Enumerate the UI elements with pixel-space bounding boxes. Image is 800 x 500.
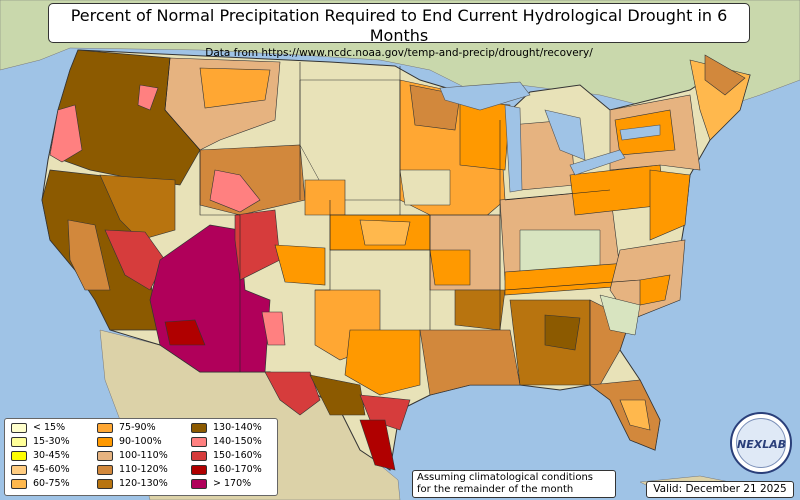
- region-tx-hill: [309, 374, 366, 416]
- legend-swatch: [97, 478, 113, 489]
- valid-date: Valid: December 21 2025: [646, 481, 794, 498]
- legend-item: 45-60%: [11, 464, 70, 476]
- legend-swatch: [191, 478, 207, 489]
- legend-item: 130-140%: [191, 422, 262, 434]
- region-fl-light: [619, 399, 651, 431]
- map-subtitle: Data from https://www.ncdc.noaa.gov/temp…: [205, 47, 593, 59]
- title-box: Percent of Normal Precipitation Required…: [48, 3, 750, 59]
- legend-label: 30-45%: [33, 450, 70, 461]
- legend-label: 150-160%: [213, 450, 262, 461]
- region-ozarks: [454, 289, 506, 331]
- map-title: Percent of Normal Precipitation Required…: [70, 6, 728, 45]
- region-nevada: [99, 174, 176, 241]
- region-nm-pink: [261, 311, 286, 346]
- lake-ontario: [619, 124, 661, 141]
- region-colorado-red: [234, 209, 281, 281]
- nexlab-logo: NEXLAB: [730, 412, 792, 474]
- legend-swatch: [11, 450, 27, 461]
- region-mid-atlantic: [649, 169, 691, 241]
- region-or-coast: [49, 104, 83, 163]
- region-ca-central: [67, 219, 111, 291]
- lake-michigan: [504, 104, 523, 193]
- region-texas-central: [344, 329, 421, 396]
- logo-globe: NEXLAB: [736, 418, 786, 468]
- legend-item: 160-170%: [191, 464, 262, 476]
- region-montana-orange: [199, 67, 271, 109]
- legend-item: 140-150%: [191, 436, 262, 448]
- legend-swatch: [11, 422, 27, 433]
- legend-swatch: [11, 464, 27, 475]
- legend: < 15% 15-30% 30-45% 45-60% 60-75% 75-90%…: [4, 418, 278, 496]
- legend-swatch: [97, 464, 113, 475]
- legend-swatch: [97, 436, 113, 447]
- legend-label: 110-120%: [119, 464, 168, 475]
- legend-swatch: [191, 464, 207, 475]
- legend-item: 120-130%: [97, 478, 168, 490]
- legend-label: 130-140%: [213, 422, 262, 433]
- region-wisconsin: [459, 99, 511, 171]
- legend-item: 15-30%: [11, 436, 70, 448]
- legend-label: 120-130%: [119, 478, 168, 489]
- legend-label: 160-170%: [213, 464, 262, 475]
- legend-label: 100-110%: [119, 450, 168, 461]
- region-nc-orange: [639, 274, 671, 306]
- region-florida: [589, 379, 661, 451]
- region-louisiana: [419, 329, 521, 396]
- note-line-2: for the remainder of the month: [417, 484, 574, 495]
- legend-swatch: [191, 450, 207, 461]
- region-iowa-beige: [399, 169, 451, 206]
- logo-text: NEXLAB: [737, 438, 787, 451]
- legend-item: > 170%: [191, 478, 251, 490]
- lake-superior: [439, 81, 531, 111]
- legend-label: 60-75%: [33, 478, 70, 489]
- region-ks-light: [359, 219, 411, 246]
- legend-swatch: [191, 422, 207, 433]
- legend-label: > 170%: [213, 478, 252, 489]
- legend-label: 90-100%: [119, 436, 162, 447]
- lake-erie: [569, 149, 626, 176]
- legend-item: 75-90%: [97, 422, 156, 434]
- legend-label: 75-90%: [119, 422, 156, 433]
- legend-label: < 15%: [33, 422, 66, 433]
- region-mo-orange: [429, 249, 471, 286]
- region-nebraska-orange: [304, 179, 346, 216]
- legend-item: 90-100%: [97, 436, 162, 448]
- region-alabama-dark: [544, 314, 581, 351]
- legend-item: 60-75%: [11, 478, 70, 490]
- legend-swatch: [191, 436, 207, 447]
- state-borders: [164, 57, 641, 385]
- legend-item: 150-160%: [191, 450, 262, 462]
- region-tx-gulf: [359, 394, 411, 431]
- region-tx-south: [359, 419, 396, 471]
- legend-swatch: [97, 422, 113, 433]
- lake-huron: [544, 109, 586, 161]
- legend-swatch: [11, 436, 27, 447]
- region-west-texas: [264, 371, 321, 416]
- legend-swatch: [97, 450, 113, 461]
- region-az-red: [164, 319, 206, 346]
- note-line-1: Assuming climatological conditions: [417, 472, 593, 483]
- legend-swatch: [11, 478, 27, 489]
- region-idaho-pink: [137, 84, 159, 111]
- legend-item: 100-110%: [97, 450, 168, 462]
- legend-label: 45-60%: [33, 464, 70, 475]
- legend-item: 30-45%: [11, 450, 70, 462]
- region-sc-green: [599, 294, 641, 336]
- legend-item: < 15%: [11, 422, 65, 434]
- legend-label: 15-30%: [33, 436, 70, 447]
- legend-label: 140-150%: [213, 436, 262, 447]
- region-maine-brown: [704, 54, 746, 96]
- assumption-note: Assuming climatological conditions for t…: [412, 470, 616, 498]
- region-utah-pink: [209, 169, 261, 213]
- legend-item: 110-120%: [97, 464, 168, 476]
- region-co-plains: [274, 244, 326, 286]
